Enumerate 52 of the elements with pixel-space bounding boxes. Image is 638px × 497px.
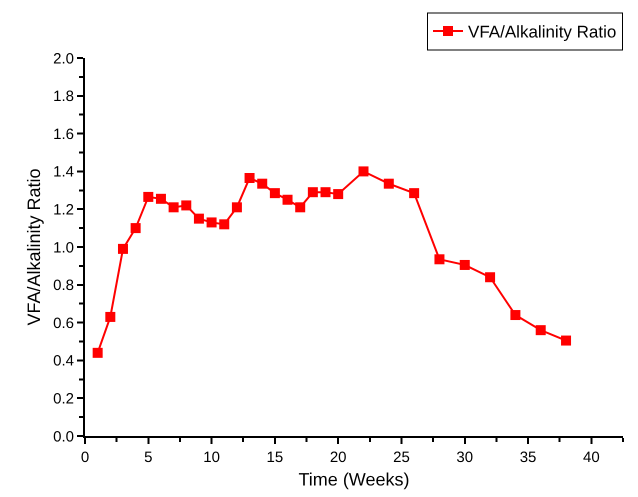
point <box>244 173 255 184</box>
point <box>434 254 444 264</box>
y-tick-label: 1.0 <box>53 239 74 256</box>
point <box>156 194 166 204</box>
point <box>105 312 116 322</box>
point <box>460 260 470 270</box>
point <box>257 178 268 189</box>
point <box>308 187 318 198</box>
y-tick-label: 0.2 <box>53 390 74 408</box>
point <box>561 336 572 346</box>
x-tick-label: 10 <box>203 449 220 466</box>
x-tick-label: 35 <box>520 449 536 466</box>
point <box>219 219 230 230</box>
point <box>206 217 217 228</box>
x-tick-label: 25 <box>393 449 410 466</box>
point <box>168 202 179 212</box>
point <box>282 194 293 205</box>
y-axis-title: VFA/Alkalinity Ratio <box>24 168 44 326</box>
point <box>118 244 128 254</box>
point <box>320 187 331 198</box>
x-tick-label: 15 <box>266 449 284 466</box>
point <box>143 192 154 202</box>
x-tick-label: 5 <box>144 449 152 466</box>
point <box>384 178 394 189</box>
point <box>485 272 496 282</box>
point <box>270 188 280 198</box>
point <box>232 202 242 212</box>
point <box>181 200 192 210</box>
x-tick-label: 20 <box>330 449 347 466</box>
x-tick-label: 0 <box>80 449 90 466</box>
y-tick-label: 2.0 <box>53 50 74 68</box>
x-tick-label: 40 <box>583 449 600 466</box>
y-tick-label: 0.0 <box>53 428 74 446</box>
point <box>536 325 546 336</box>
y-tick-label: 1.2 <box>53 201 74 218</box>
x-axis-title: Time (Weeks) <box>298 470 410 490</box>
point <box>295 202 306 212</box>
point <box>194 214 204 224</box>
point <box>510 310 520 320</box>
y-tick-label: 0.8 <box>53 277 74 294</box>
y-tick-label: 1.8 <box>53 88 74 106</box>
point <box>333 189 344 200</box>
y-tick-label: 0.4 <box>53 352 74 370</box>
x-tick-label: 30 <box>456 449 474 466</box>
point <box>358 166 368 176</box>
point <box>92 348 103 358</box>
point <box>409 188 420 198</box>
y-tick-label: 1.6 <box>53 126 74 143</box>
y-tick-label: 0.6 <box>53 314 74 332</box>
point <box>130 223 141 234</box>
legend-label: VFA/Alkalinity Ratio <box>468 22 616 42</box>
y-tick-label: 1.4 <box>53 164 74 181</box>
